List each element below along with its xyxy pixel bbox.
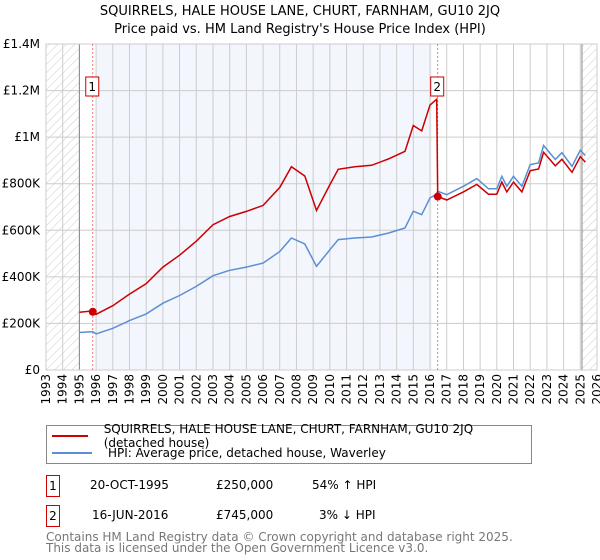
x-tick-label: 1993 xyxy=(39,374,53,405)
x-tick-label: 2011 xyxy=(340,374,354,405)
x-tick-label: 2009 xyxy=(306,374,320,405)
x-tick-label: 2024 xyxy=(557,374,571,405)
chart-title: SQUIRRELS, HALE HOUSE LANE, CHURT, FARNH… xyxy=(99,4,501,19)
x-tick-label: 2008 xyxy=(289,374,303,405)
x-tick-label: 2007 xyxy=(273,374,287,405)
hpi-series-line xyxy=(79,143,586,335)
sale-date: 16-JUN-2016 xyxy=(92,508,169,522)
x-tick-label: 2005 xyxy=(239,374,253,405)
sale-marker: 1 xyxy=(46,475,60,497)
sale-label: 2 xyxy=(433,80,441,94)
x-tick-label: 2004 xyxy=(223,374,237,405)
x-tick-label: 2017 xyxy=(440,374,454,405)
sale-marker: 2 xyxy=(46,505,60,527)
x-tick-label: 2002 xyxy=(189,374,203,405)
x-tick-label: 2001 xyxy=(173,374,187,405)
sale-hpi: 54% ↑ HPI xyxy=(312,478,377,492)
sale-point xyxy=(433,192,442,201)
x-tick-label: 2018 xyxy=(456,374,470,405)
x-tick-label: 2010 xyxy=(323,374,337,405)
x-tick-label: 2014 xyxy=(390,374,404,405)
sale-point xyxy=(88,307,97,316)
property-series-line xyxy=(79,97,586,316)
footer-licence: This data is licensed under the Open Gov… xyxy=(46,541,429,555)
x-tick-label: 2016 xyxy=(423,374,437,405)
y-tick-label: £1.4M xyxy=(3,37,40,51)
sale-label-box xyxy=(85,76,100,97)
x-tick-label: 2025 xyxy=(573,374,587,405)
x-tick-label: 1994 xyxy=(56,374,70,405)
hatched-region xyxy=(581,44,597,370)
y-tick-label: £1.2M xyxy=(3,84,40,98)
sale-label-box xyxy=(430,76,445,97)
sale-hpi: 3% ↓ HPI xyxy=(319,508,376,522)
x-tick-label: 2013 xyxy=(373,374,387,405)
y-tick-label: £1M xyxy=(14,130,40,144)
x-tick-label: 2026 xyxy=(590,374,600,405)
x-tick-label: 1996 xyxy=(89,374,103,405)
x-tick-label: 2022 xyxy=(523,374,537,405)
x-tick-label: 2012 xyxy=(356,374,370,405)
y-tick-label: £200K xyxy=(2,316,42,330)
x-tick-label: 1995 xyxy=(72,374,86,405)
x-tick-label: 2006 xyxy=(256,374,270,405)
y-tick-label: £800K xyxy=(2,177,42,191)
x-tick-label: 2023 xyxy=(540,374,554,405)
sale-label: 1 xyxy=(88,80,96,94)
price-chart: 1993 1994 1995 1996 1997 1998 1999 2000 2001 2002… xyxy=(2,37,600,405)
legend-red-line xyxy=(52,435,88,437)
x-tick-label: 2021 xyxy=(507,374,521,405)
x-tick-label: 1998 xyxy=(122,374,136,405)
between-sales-band xyxy=(96,44,432,370)
x-tick-label: 2000 xyxy=(156,374,170,405)
sale-price: £745,000 xyxy=(216,508,274,522)
x-tick-label: 2020 xyxy=(490,374,504,405)
x-tick-label: 1997 xyxy=(106,374,120,405)
x-tick-label: 2003 xyxy=(206,374,220,405)
y-tick-label: £600K xyxy=(2,223,42,237)
legend: SQUIRRELS, HALE HOUSE LANE, CHURT, FARNH… xyxy=(46,422,532,464)
sale-price: £250,000 xyxy=(216,478,274,492)
x-tick-label: 2019 xyxy=(473,374,487,405)
legend-blue-line xyxy=(52,452,92,454)
legend-hpi: HPI: Average price, detached house, Wave… xyxy=(108,446,386,460)
x-tick-label: 1999 xyxy=(139,374,153,405)
y-tick-label: £400K xyxy=(2,270,42,284)
chart-subtitle: Price paid vs. HM Land Registry's House … xyxy=(114,22,486,37)
sale-date: 20-OCT-1995 xyxy=(90,478,169,492)
footer-copyright: Contains HM Land Registry data © Crown c… xyxy=(46,530,513,544)
x-tick-label: 2015 xyxy=(406,374,420,405)
y-tick-label: £0 xyxy=(25,363,40,377)
legend-property: SQUIRRELS, HALE HOUSE LANE, CHURT, FARNH… xyxy=(103,422,474,450)
plot-frame xyxy=(45,43,598,371)
